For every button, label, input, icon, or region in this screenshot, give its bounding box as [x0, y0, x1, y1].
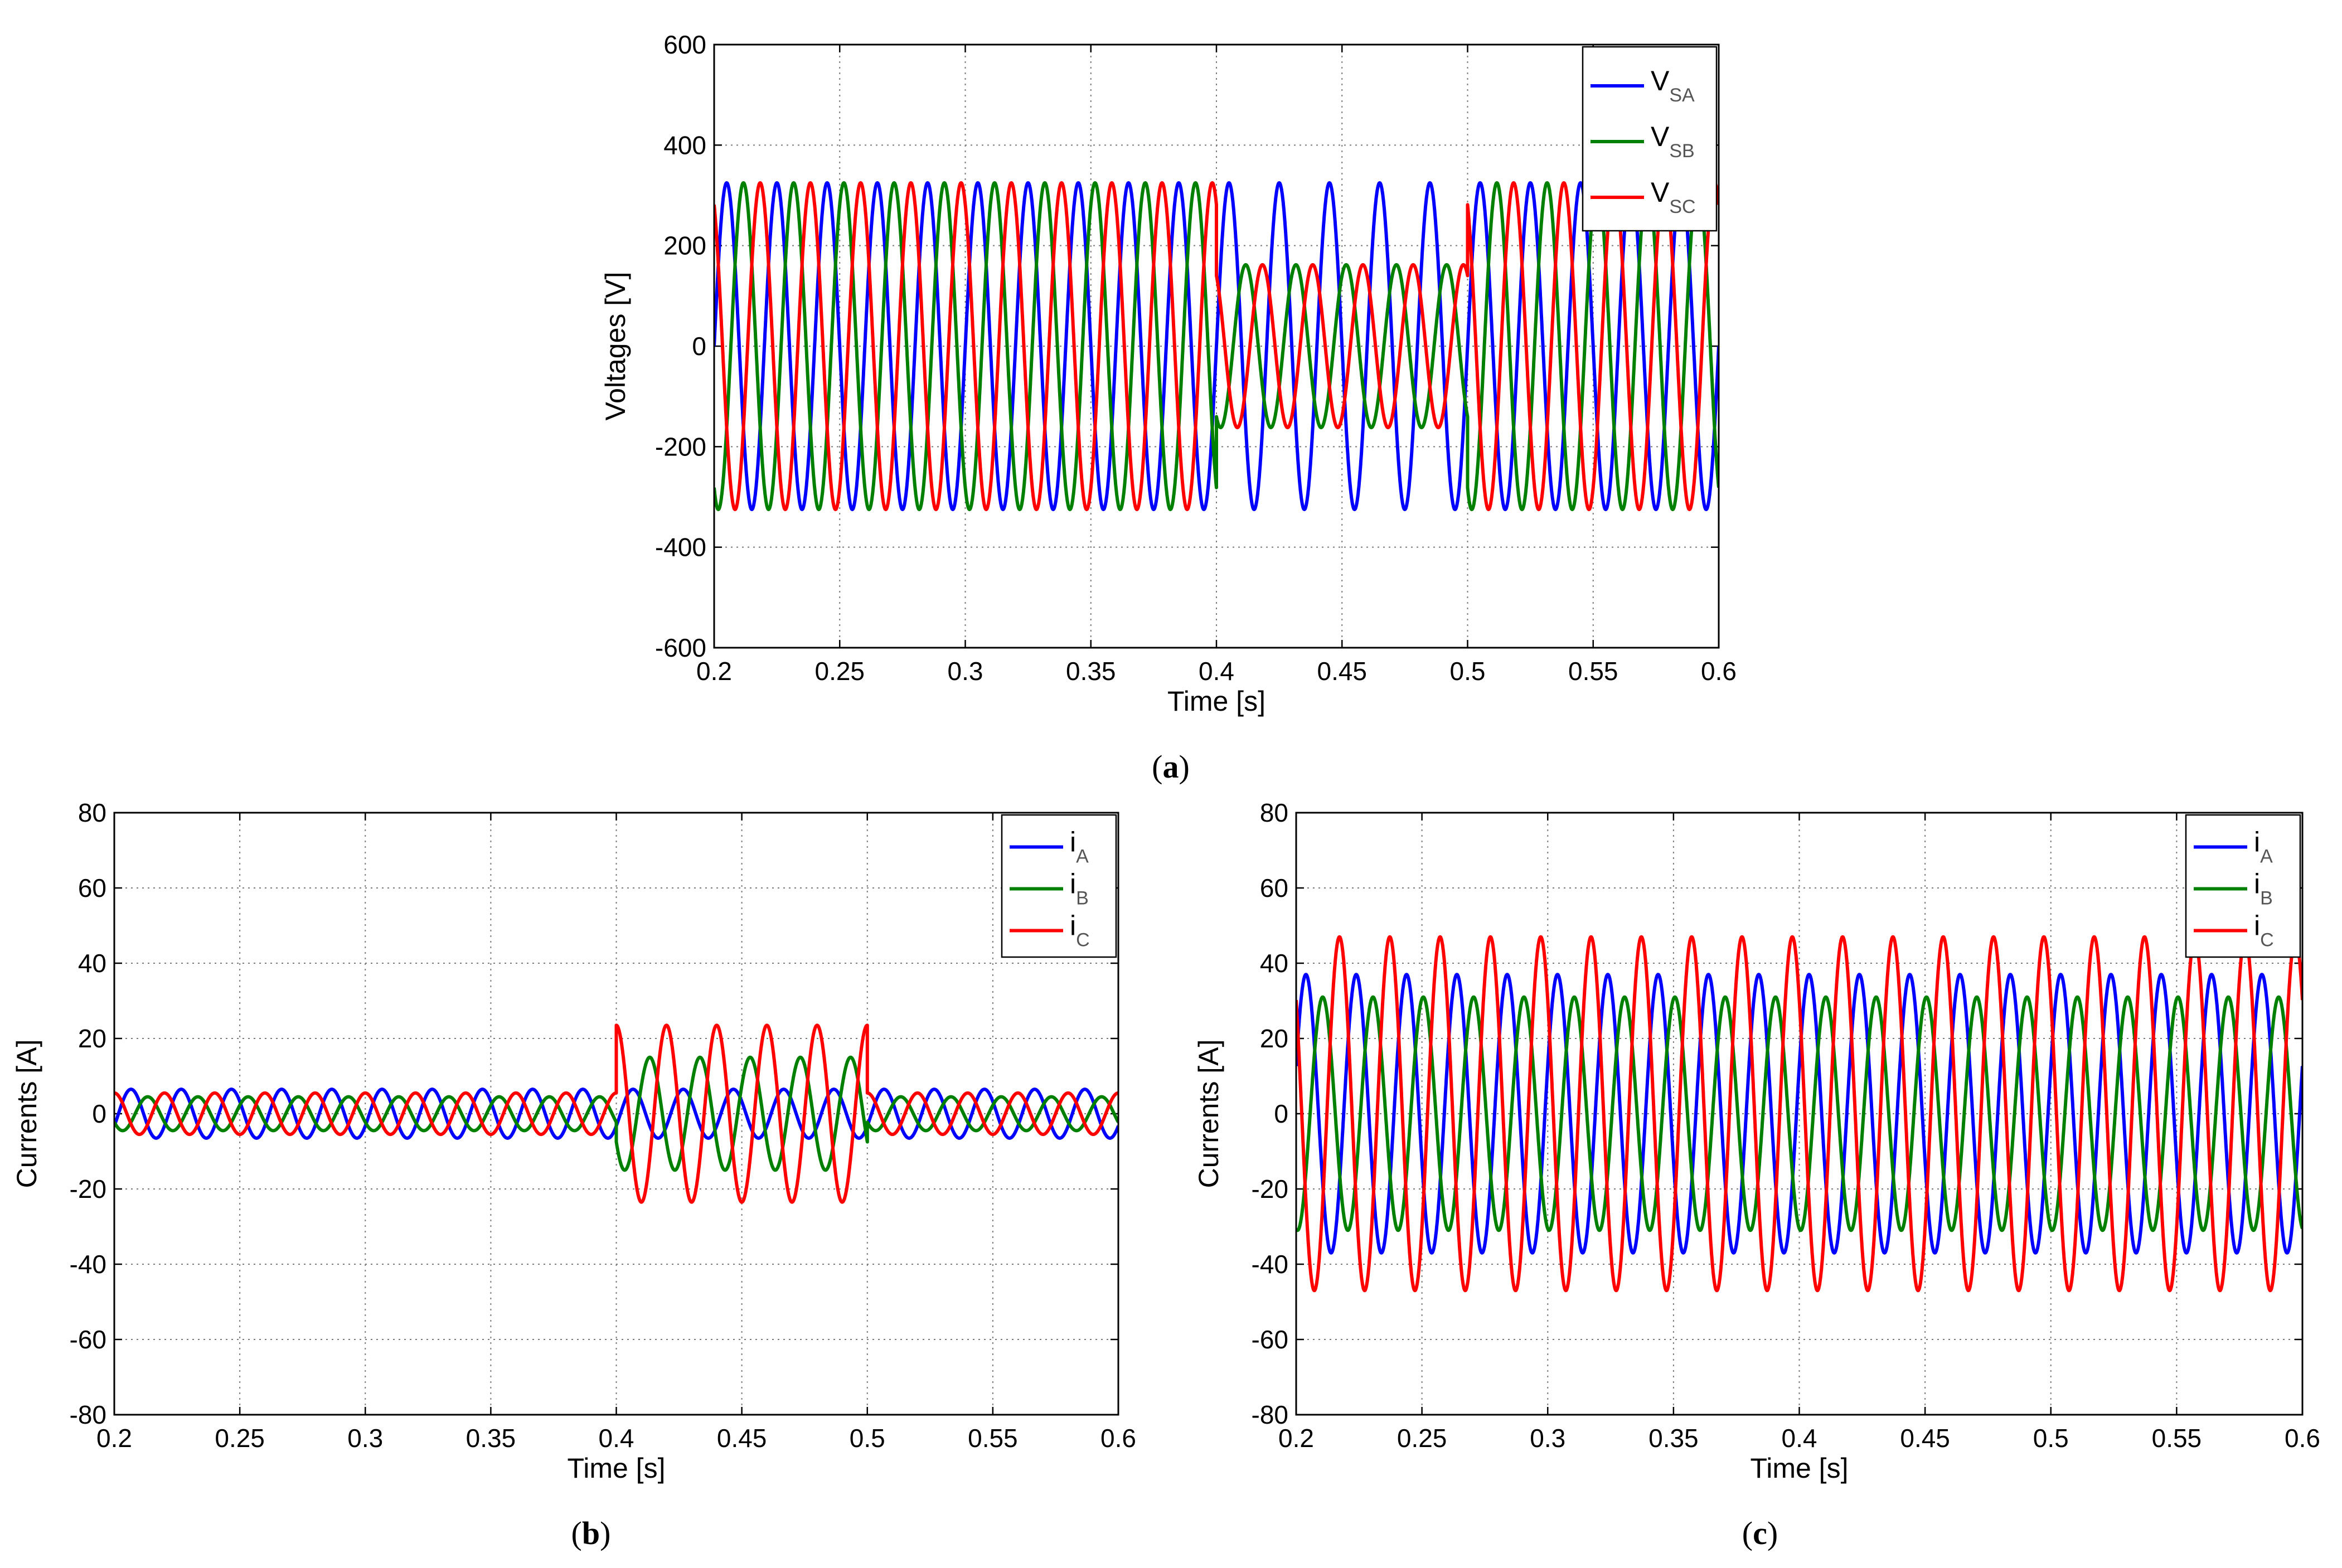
- x-tick-label: 0.5: [2033, 1424, 2069, 1453]
- legend-label: iC: [1070, 910, 1090, 951]
- y-tick-label: 40: [1260, 949, 1288, 978]
- x-tick-label: 0.25: [814, 657, 865, 686]
- x-tick-label: 0.2: [96, 1424, 132, 1453]
- x-tick-label: 0.3: [948, 657, 983, 686]
- y-tick-label: 60: [1260, 873, 1288, 902]
- y-tick-label: 40: [78, 949, 106, 978]
- y-tick-label: 80: [78, 798, 106, 827]
- series-group: [114, 1023, 1118, 1204]
- y-tick-label: 400: [663, 130, 706, 159]
- x-tick-label: 0.5: [850, 1424, 885, 1453]
- chart-panel-b: 0.2 0.25 0.3 0.35 0.4 0.45 0.5 0.55 0.6 -80 -60 -40…: [11, 798, 1136, 1551]
- legend-label: VSC: [1651, 177, 1696, 217]
- series-group: [714, 181, 1719, 511]
- legend-label: iB: [2254, 868, 2273, 909]
- y-tick-label: -600: [655, 633, 706, 662]
- y-tick-label: -60: [1252, 1325, 1288, 1354]
- y-tick-label: -60: [70, 1325, 106, 1354]
- chart-panel-a: 0.2 0.25 0.3 0.35 0.4 0.45 0.5 0.55 0.6 -600 -400 -…: [600, 30, 1737, 785]
- x-tick-label: 0.6: [1100, 1424, 1136, 1453]
- panel-caption: (b): [571, 1515, 611, 1551]
- y-tick-label: -20: [1252, 1174, 1288, 1203]
- x-tick-label: 0.6: [2285, 1424, 2320, 1453]
- legend-label: iA: [1070, 827, 1089, 867]
- y-tick-label: -80: [1252, 1400, 1288, 1429]
- y-tick-label: -200: [655, 432, 706, 461]
- y-tick-label: -400: [655, 533, 706, 562]
- y-tick-label: -20: [70, 1174, 106, 1203]
- axes-box: [1295, 812, 2304, 1416]
- x-tick-label: 0.5: [1450, 657, 1486, 686]
- y-axis-label: Voltages [V]: [600, 272, 631, 421]
- x-tick-label: 0.25: [215, 1424, 265, 1453]
- x-axis-label: Time [s]: [1167, 686, 1265, 717]
- legend-label: iB: [1070, 868, 1089, 909]
- y-tick-label: -80: [70, 1400, 106, 1429]
- x-tick-label: 0.55: [968, 1424, 1018, 1453]
- axes-box: [113, 812, 1119, 1416]
- y-tick-label: 200: [663, 231, 706, 260]
- series-line-iC: [114, 1023, 1118, 1204]
- y-tick-label: 80: [1260, 798, 1288, 827]
- x-tick-label: 0.2: [696, 657, 732, 686]
- x-tick-label: 0.4: [1782, 1424, 1817, 1453]
- x-tick-label: 0.35: [1066, 657, 1116, 686]
- x-tick-label: 0.35: [1648, 1424, 1699, 1453]
- y-tick-label: 20: [78, 1024, 106, 1053]
- y-tick-label: 20: [1260, 1024, 1288, 1053]
- legend-box: [2185, 814, 2301, 958]
- x-tick-label: 0.45: [1317, 657, 1367, 686]
- y-axis-label: Currents [A]: [11, 1040, 42, 1188]
- legend-label: iC: [2254, 910, 2274, 951]
- series-line-VSC: [714, 181, 1719, 511]
- x-axis-label: Time [s]: [568, 1453, 666, 1484]
- legend-box: [1001, 814, 1117, 958]
- y-tick-label: 600: [663, 30, 706, 59]
- legend-label: VSA: [1651, 65, 1695, 106]
- series-line-VSB: [714, 181, 1719, 511]
- x-tick-label: 0.2: [1278, 1424, 1314, 1453]
- x-tick-label: 0.45: [1900, 1424, 1950, 1453]
- legend-label: VSB: [1651, 121, 1695, 162]
- panel-caption: (c): [1742, 1515, 1778, 1551]
- legend-label: iA: [2254, 827, 2273, 867]
- y-tick-label: 0: [92, 1099, 106, 1128]
- x-tick-label: 0.25: [1397, 1424, 1447, 1453]
- y-tick-label: 0: [1274, 1099, 1288, 1128]
- y-axis-label: Currents [A]: [1193, 1040, 1224, 1188]
- series-group: [1296, 935, 2302, 1293]
- x-tick-label: 0.6: [1701, 657, 1737, 686]
- panel-caption: (a): [1152, 749, 1190, 785]
- legend: VSA VSB VSC: [1582, 46, 1718, 232]
- grid: [1296, 813, 2302, 1415]
- y-tick-label: 60: [78, 873, 106, 902]
- x-tick-label: 0.3: [347, 1424, 383, 1453]
- x-tick-label: 0.35: [466, 1424, 516, 1453]
- x-tick-label: 0.45: [717, 1424, 767, 1453]
- y-tick-label: -40: [1252, 1250, 1288, 1279]
- series-line-iC: [1296, 935, 2302, 1293]
- x-tick-label: 0.4: [1199, 657, 1234, 686]
- chart-panel-c: 0.2 0.25 0.3 0.35 0.4 0.45 0.5 0.55 0.6 -80 -60 -40…: [1193, 798, 2320, 1551]
- x-axis-label: Time [s]: [1751, 1453, 1849, 1484]
- x-tick-label: 0.3: [1530, 1424, 1565, 1453]
- series-line-VSA: [714, 181, 1719, 511]
- x-tick-label: 0.55: [2152, 1424, 2202, 1453]
- axes-box: [713, 43, 1720, 649]
- y-tick-label: 0: [692, 332, 706, 361]
- y-tick-label: -40: [70, 1250, 106, 1279]
- x-tick-label: 0.55: [1568, 657, 1618, 686]
- legend-box: [1582, 46, 1718, 232]
- series-line-iA: [1296, 973, 2302, 1255]
- x-tick-label: 0.4: [599, 1424, 634, 1453]
